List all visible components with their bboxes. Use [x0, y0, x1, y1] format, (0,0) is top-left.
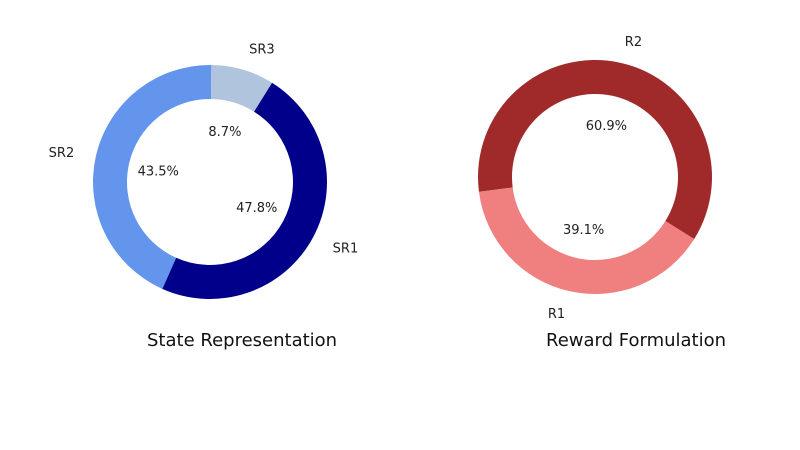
pct-label-sr2: 43.5%	[138, 165, 179, 180]
slice-label-r1: R1	[548, 307, 565, 322]
slice-label-r2: R2	[625, 35, 642, 50]
slice-label-sr2: SR2	[49, 146, 75, 161]
pct-label-sr3: 8.7%	[208, 125, 241, 140]
slice-r2	[478, 60, 712, 240]
chart-title-reward-formulation: Reward Formulation	[546, 330, 727, 351]
chart-title-state-representation: State Representation	[147, 330, 338, 351]
pct-label-r2: 60.9%	[586, 119, 627, 134]
slice-sr2	[92, 64, 212, 289]
slice-label-sr1: SR1	[333, 241, 359, 256]
slice-r1	[478, 187, 695, 294]
slice-label-sr3: SR3	[249, 43, 275, 58]
pct-label-r1: 39.1%	[563, 223, 604, 238]
slice-sr1	[162, 82, 328, 300]
pct-label-sr1: 47.8%	[236, 201, 277, 216]
slice-sr3	[210, 65, 273, 112]
